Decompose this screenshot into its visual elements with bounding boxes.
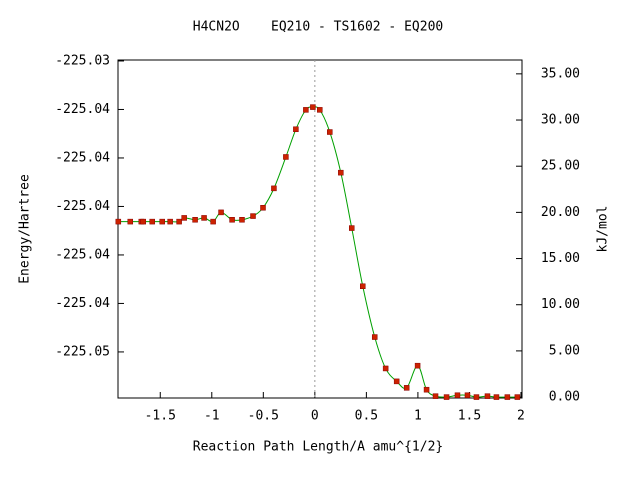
y2-tick-label: 5.00 bbox=[549, 343, 580, 358]
point bbox=[464, 392, 471, 398]
x-tick-label: 1.5 bbox=[458, 409, 481, 424]
x-tick-label: -1.5 bbox=[145, 409, 176, 424]
point bbox=[283, 154, 289, 160]
point bbox=[432, 393, 439, 399]
point bbox=[176, 218, 182, 225]
y-tick-label: -225.03 bbox=[55, 53, 110, 68]
point bbox=[260, 205, 266, 211]
y-tick-label: -225.04 bbox=[55, 102, 110, 117]
point bbox=[393, 378, 400, 385]
y2-tick-label: 10.00 bbox=[541, 297, 580, 312]
point bbox=[360, 283, 366, 290]
point bbox=[192, 217, 198, 223]
x-tick-label: -1 bbox=[204, 409, 220, 424]
point bbox=[403, 385, 410, 391]
y-axis-label: Energy/Hartree bbox=[18, 174, 33, 284]
y-tick-label: -225.05 bbox=[55, 344, 110, 359]
x-tick-label: -0.5 bbox=[248, 409, 279, 424]
x-tick-label: 1 bbox=[414, 409, 422, 424]
point bbox=[493, 394, 500, 400]
point bbox=[423, 386, 430, 393]
point bbox=[127, 218, 134, 225]
point bbox=[382, 365, 389, 372]
point bbox=[504, 394, 511, 400]
y-tick-label: -225.04 bbox=[55, 150, 110, 165]
y2-tick-label: 35.00 bbox=[541, 66, 580, 81]
point bbox=[348, 225, 355, 231]
x-tick-label: 0.5 bbox=[355, 409, 378, 424]
y-tick-label: -225.04 bbox=[55, 199, 110, 214]
y2-tick-label: 25.00 bbox=[541, 159, 580, 174]
point bbox=[181, 215, 187, 221]
point bbox=[327, 129, 333, 135]
y2-tick-label: 30.00 bbox=[541, 113, 580, 128]
y2-axis-label: kJ/mol bbox=[596, 206, 611, 253]
point bbox=[167, 218, 173, 225]
x-tick-label: 2 bbox=[517, 409, 525, 424]
point bbox=[473, 394, 480, 400]
point bbox=[140, 218, 146, 225]
plot-frame bbox=[117, 59, 523, 399]
y-tick-label: -225.04 bbox=[55, 247, 110, 262]
y-tick-label: -225.04 bbox=[55, 296, 110, 311]
point bbox=[293, 126, 299, 133]
point bbox=[454, 392, 461, 398]
point bbox=[303, 107, 309, 113]
point bbox=[159, 218, 165, 225]
y2-tick-label: 0.00 bbox=[549, 390, 580, 405]
point bbox=[271, 185, 277, 192]
point bbox=[317, 107, 323, 113]
point bbox=[371, 334, 378, 340]
point bbox=[338, 169, 344, 176]
point bbox=[149, 218, 155, 225]
x-axis-label: Reaction Path Length/A amu^{1/2} bbox=[193, 440, 443, 455]
line bbox=[118, 106, 518, 398]
point bbox=[210, 218, 216, 225]
point bbox=[201, 215, 207, 221]
y2-tick-label: 20.00 bbox=[541, 205, 580, 220]
chart-title: H4CN2O EQ210 - TS1602 - EQ200 bbox=[193, 20, 443, 35]
point bbox=[484, 393, 491, 399]
point bbox=[250, 213, 256, 219]
y2-tick-label: 15.00 bbox=[541, 251, 580, 266]
point bbox=[443, 394, 450, 400]
point bbox=[310, 104, 316, 110]
x-tick-label: 0 bbox=[311, 409, 319, 424]
point bbox=[239, 217, 245, 223]
point bbox=[514, 394, 521, 400]
point bbox=[218, 209, 224, 216]
point bbox=[414, 362, 421, 369]
point bbox=[229, 217, 235, 223]
point bbox=[115, 218, 122, 225]
